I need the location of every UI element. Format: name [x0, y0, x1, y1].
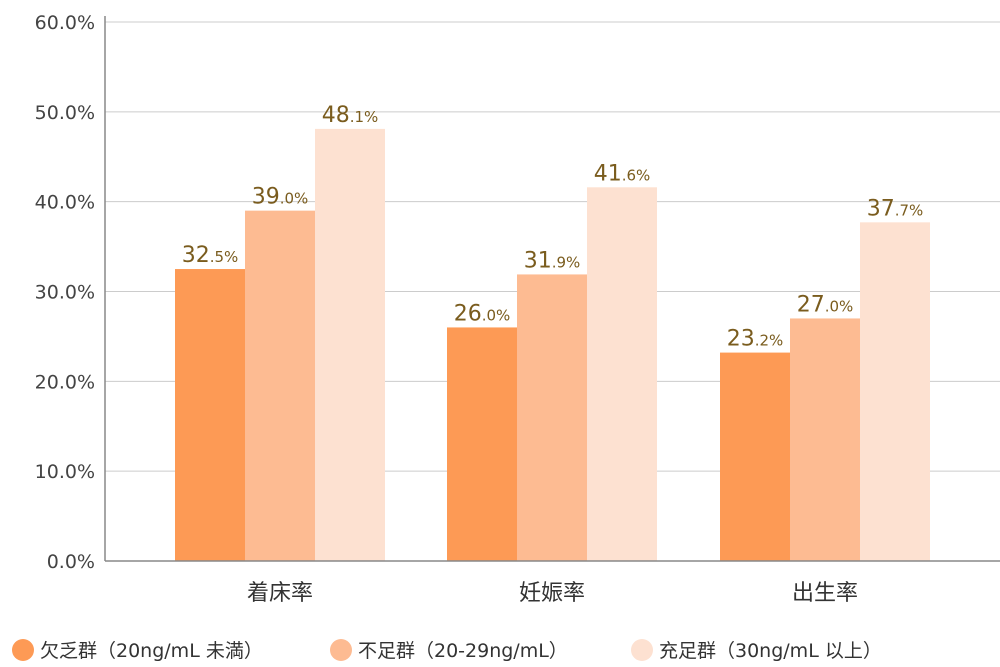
data-label-decimal: .0% — [482, 306, 511, 324]
y-tick-label: 50.0% — [35, 102, 95, 124]
bar — [175, 269, 245, 561]
legend: 欠乏群（20ng/mL 未満） 不足群（20-29ng/mL） 充足群（30ng/m… — [12, 639, 882, 662]
x-tick-label: 着床率 — [247, 581, 313, 606]
bars — [175, 128, 930, 561]
data-label-decimal: .1% — [350, 108, 379, 126]
data-label: 48.1% — [322, 103, 379, 128]
data-label-decimal: .2% — [755, 332, 784, 350]
legend-swatch — [330, 639, 352, 661]
legend-label: 充足群（30ng/mL 以上） — [659, 640, 882, 662]
data-label-decimal: .0% — [280, 190, 309, 208]
y-tick-label: 20.0% — [35, 371, 95, 393]
data-label-integer: 48 — [322, 103, 350, 128]
data-label-integer: 39 — [252, 185, 280, 210]
data-label: 27.0% — [797, 292, 854, 317]
legend-label: 不足群（20-29ng/mL） — [358, 640, 568, 662]
data-label: 31.9% — [524, 248, 581, 273]
legend-label: 欠乏群（20ng/mL 未満） — [40, 640, 263, 662]
data-label-integer: 26 — [454, 301, 482, 326]
bar — [860, 222, 930, 561]
legend-swatch — [631, 639, 653, 661]
y-tick-label: 10.0% — [35, 461, 95, 483]
y-tick-label: 30.0% — [35, 282, 95, 304]
data-label: 39.0% — [252, 185, 309, 210]
y-tick-label: 40.0% — [35, 192, 95, 214]
bar — [315, 128, 385, 561]
bar — [447, 327, 517, 561]
y-axis-ticks: 0.0% 10.0% 20.0% 30.0% 40.0% 50.0% 60.0% — [35, 12, 95, 573]
data-label-integer: 37 — [867, 196, 895, 221]
bar — [587, 187, 657, 561]
bar — [720, 352, 790, 561]
data-label-decimal: .5% — [210, 248, 239, 266]
axes — [104, 16, 1000, 562]
data-label-decimal: .7% — [895, 201, 924, 219]
data-label: 23.2% — [727, 327, 784, 352]
y-tick-label: 0.0% — [47, 551, 95, 573]
x-axis-ticks: 着床率 妊娠率 出生率 — [247, 581, 858, 606]
data-label-integer: 23 — [727, 327, 755, 352]
y-tick-label: 60.0% — [35, 12, 95, 34]
data-label: 26.0% — [454, 301, 511, 326]
data-label-decimal: .9% — [552, 253, 581, 271]
data-label: 41.6% — [594, 161, 651, 186]
bar — [790, 318, 860, 561]
bar — [245, 210, 315, 561]
data-label-integer: 41 — [594, 161, 622, 186]
x-tick-label: 出生率 — [792, 581, 858, 606]
data-label-decimal: .0% — [825, 297, 854, 315]
x-tick-label: 妊娠率 — [519, 581, 585, 606]
data-label-integer: 31 — [524, 248, 552, 273]
data-label: 37.7% — [867, 196, 924, 221]
bar — [517, 274, 587, 561]
data-label-integer: 32 — [182, 243, 210, 268]
data-label-decimal: .6% — [622, 166, 651, 184]
data-labels: 32.5%39.0%48.1%26.0%31.9%41.6%23.2%27.0%… — [182, 103, 924, 352]
data-label: 32.5% — [182, 243, 239, 268]
data-label-integer: 27 — [797, 292, 825, 317]
legend-swatch — [12, 639, 34, 661]
